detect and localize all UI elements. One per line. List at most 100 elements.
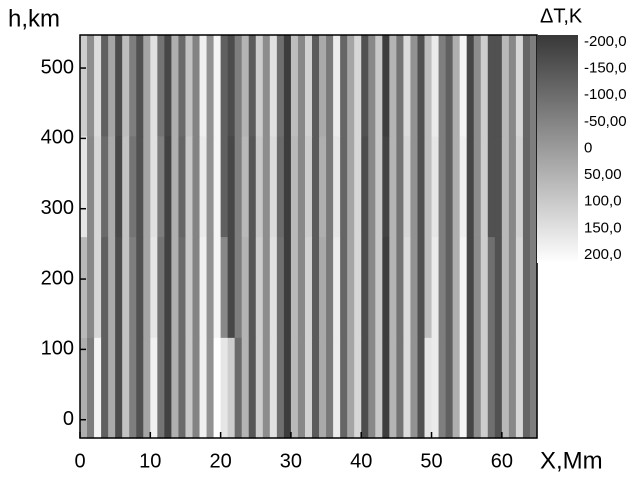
heatmap-cell [417,35,426,137]
x-tick-label: 30 [280,450,302,472]
heatmap-cell [326,35,334,137]
heatmap-cell [501,35,510,137]
heatmap-cell [178,337,187,439]
y-axis-label: h,km [8,5,60,32]
heatmap-cell [290,135,299,238]
heatmap-cell [333,135,341,238]
heatmap-cell [410,135,419,238]
heatmap-cell [87,35,95,137]
heatmap-cell [115,337,123,439]
heatmap-cell [424,35,433,137]
heatmap-cell [431,135,440,238]
heatmap-cell [178,35,187,137]
heatmap-cell [115,236,123,338]
heatmap-cell [445,35,454,137]
heatmap-cell [220,35,229,137]
heatmap-cell [101,135,109,238]
heatmap-cell [213,35,222,137]
heatmap-cell [382,236,390,338]
heatmap-cell [199,236,208,338]
heatmap-cell [459,337,468,439]
heatmap-cell [94,135,102,238]
heatmap-cell [340,337,348,439]
heatmap-cell [312,337,320,439]
heatmap-cell [340,236,348,338]
heatmap-cell [438,337,447,439]
heatmap-cell [171,35,180,137]
heatmap-cell [508,35,517,137]
heatmap-cell [354,35,362,137]
heatmap-cell [87,337,95,439]
heatmap-cell [522,337,531,439]
heatmap-cell [94,337,102,439]
heatmap-cell [333,337,341,439]
heatmap-cell [143,236,151,338]
heatmap-cell [129,135,137,238]
heatmap-cell [101,236,109,338]
heatmap-cell [297,35,306,137]
heatmap-cell [199,135,208,238]
heatmap-cell [136,337,144,439]
heatmap-cell [262,337,271,439]
heatmap-cell [487,236,496,338]
heatmap-cell [466,337,475,439]
heatmap-cell [94,35,102,137]
heatmap-cell [248,337,257,439]
heatmap-cell [108,337,116,439]
heatmap-cell [227,135,236,238]
heatmap-cell [227,236,236,338]
heatmap-cell [262,135,271,238]
heatmap-cell [276,236,285,338]
heatmap-cell [452,337,461,439]
heatmap-cell [466,135,475,238]
heatmap-cell [431,35,440,137]
heatmap-cell [171,337,180,439]
heatmap-cell [206,236,215,338]
heatmap-cell [150,135,158,238]
heatmap-cell [445,236,454,338]
heatmap-cell [269,236,278,338]
heatmap-cell [220,135,229,238]
heatmap-cell [220,236,229,338]
heatmap-cell [94,236,102,338]
heatmap-cell [80,337,88,439]
heatmap-cell [157,337,165,439]
heatmap-cell [319,236,327,338]
x-tick-label: 50 [420,450,442,472]
heatmap-cell [487,135,496,238]
heatmap-cell [276,135,285,238]
heatmap-cell [319,337,327,439]
heatmap-cell [480,337,489,439]
y-tick-label: 300 [41,197,74,219]
heatmap-cell [501,337,510,439]
heatmap-cell [326,135,334,238]
heatmap-cell [529,135,538,238]
heatmap-cell [375,236,383,338]
heatmap-cell [410,35,419,137]
y-tick-label: 100 [41,338,74,360]
heatmap-cell [297,337,306,439]
heatmap-cell [417,236,426,338]
heatmap-cell [304,236,313,338]
heatmap-cell [515,337,524,439]
heatmap-cell [262,35,271,137]
heatmap-cell [375,135,383,238]
heatmap-cell [115,35,123,137]
heatmap-cell [164,337,172,439]
heatmap-cell [157,236,165,338]
y-tick-label: 500 [41,56,74,78]
heatmap-cell [108,135,116,238]
heatmap-cell [389,135,397,238]
heatmap-cell [473,236,482,338]
x-tick-label: 10 [139,450,161,472]
heatmap-cell [452,35,461,137]
heatmap-cell [136,35,144,137]
heatmap-cell [122,35,130,137]
x-axis-label: X,Mm [540,447,603,474]
heatmap-cell [206,337,215,439]
colorbar-label: ΔT,K [540,5,583,27]
heatmap-cell [115,135,123,238]
heatmap-cell [164,135,172,238]
heatmap-cell [312,135,320,238]
